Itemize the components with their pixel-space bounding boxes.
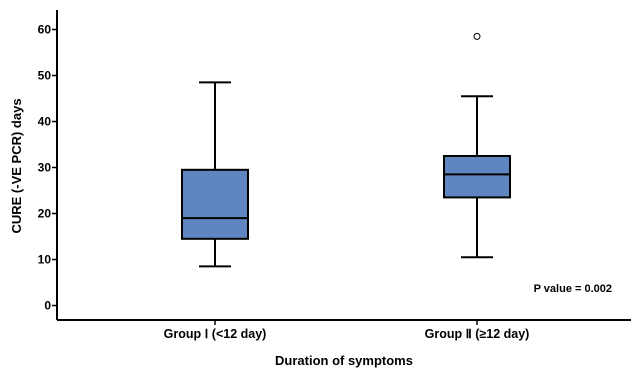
box-group: [443, 32, 511, 259]
boxes-layer: [181, 32, 511, 268]
y-tick-label: 60: [38, 23, 52, 37]
y-tick-label: 30: [38, 161, 52, 175]
p-value-annotation: P value = 0.002: [534, 283, 612, 295]
iqr-box: [181, 168, 249, 240]
y-tick-label: 50: [38, 69, 52, 83]
x-tick-label: Group Ⅱ (≥12 day): [425, 327, 530, 341]
x-tick-label: Group Ⅰ (<12 day): [164, 327, 267, 341]
box-group: [181, 81, 249, 268]
y-tick-label: 40: [38, 115, 52, 129]
y-tick-label: 0: [44, 299, 51, 313]
y-axis-ticks: 0 10 20 30 40 50 60: [38, 23, 57, 313]
x-axis-label: Duration of symptoms: [275, 353, 413, 368]
y-tick-label: 10: [38, 253, 52, 267]
outlier-point: [473, 32, 481, 40]
y-axis-label: CURE (-VE PCR) days: [9, 98, 24, 233]
x-axis-categories: Group Ⅰ (<12 day) Group Ⅱ (≥12 day): [164, 320, 530, 341]
y-tick-label: 20: [38, 207, 52, 221]
iqr-box: [443, 155, 511, 199]
